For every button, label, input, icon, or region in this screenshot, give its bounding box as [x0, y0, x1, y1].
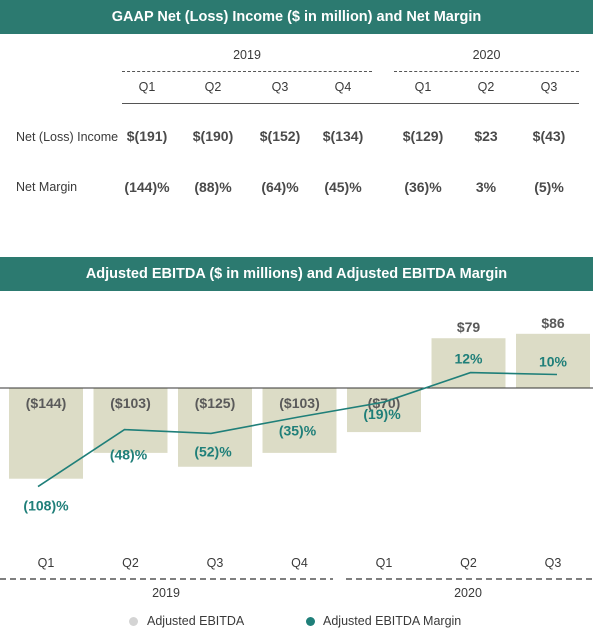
- legend-line-label: Adjusted EBITDA Margin: [323, 614, 462, 628]
- ebitda-bar: [347, 388, 421, 433]
- table-quarter-header: Q4: [334, 80, 352, 94]
- table-cell: (45)%: [324, 179, 362, 195]
- ebitda-chart: ($144) ($103) ($125) ($103) ($70)$79 $86(108)…: [0, 315, 593, 600]
- margin-point-label: (48)%: [110, 447, 148, 463]
- table-cell: $(191): [126, 128, 168, 144]
- row-label-net-margin: Net Margin: [16, 180, 78, 194]
- margin-point-label: (52)%: [194, 443, 232, 459]
- x-tick-label: Q2: [460, 556, 477, 570]
- margin-point-label: (108)%: [23, 498, 69, 514]
- table-cell: (144)%: [124, 179, 170, 195]
- year-label-2020: 2020: [472, 48, 501, 62]
- year-divider-2020: [394, 71, 579, 72]
- x-tick-label: Q1: [376, 556, 393, 570]
- x-tick-label: Q3: [545, 556, 562, 570]
- row-label-net-income: Net (Loss) Income: [16, 130, 119, 144]
- x-tick-label: Q4: [291, 556, 308, 570]
- table-cell: $(134): [322, 128, 364, 144]
- ebitda-bar-label: ($103): [279, 395, 319, 411]
- ebitda-bar: [516, 333, 590, 388]
- ebitda-bar-label: $79: [457, 319, 481, 335]
- legend-line-swatch: [306, 617, 315, 626]
- legend-bar-label: Adjusted EBITDA: [147, 614, 245, 628]
- table-quarter-header: Q3: [271, 80, 289, 94]
- ebitda-bar-label: ($144): [26, 395, 66, 411]
- header-rule: [122, 103, 579, 104]
- x-tick-label: Q3: [207, 556, 224, 570]
- table-cell: $23: [474, 128, 498, 144]
- table-cell: $(152): [259, 128, 301, 144]
- table-cell: $(129): [402, 128, 444, 144]
- ebitda-bar: [262, 388, 337, 453]
- margin-line: [37, 371, 558, 488]
- x-tick-label: Q2: [122, 556, 139, 570]
- ebitda-bar: [431, 338, 506, 388]
- margin-point-label: 12%: [454, 351, 483, 367]
- table-cell: $(43): [532, 128, 566, 144]
- margin-point-label: (19)%: [363, 406, 401, 422]
- ebitda-bar: [9, 388, 83, 479]
- table-quarter-header: Q2: [204, 80, 222, 94]
- year-label-2019: 2019: [152, 586, 180, 600]
- margin-point-label: (35)%: [279, 422, 317, 438]
- table-quarter-header: Q3: [540, 80, 558, 94]
- table-cell: (88)%: [194, 179, 232, 195]
- table-cell: 3%: [475, 179, 497, 195]
- x-tick-label: Q1: [38, 556, 55, 570]
- table-cell: (64)%: [261, 179, 299, 195]
- ebitda-bar-label: $86: [541, 315, 565, 331]
- table-title: GAAP Net (Loss) Income ($ in million) an…: [0, 0, 593, 34]
- year-label-2020: 2020: [454, 586, 482, 600]
- table-cell: (36)%: [404, 179, 442, 195]
- ebitda-bar-label: ($103): [110, 395, 150, 411]
- chart-title: Adjusted EBITDA ($ in millions) and Adju…: [0, 257, 593, 291]
- margin-point-label: 10%: [539, 354, 568, 370]
- year-label-2019: 2019: [233, 48, 261, 62]
- ebitda-bar-label: ($125): [195, 395, 235, 411]
- table-quarter-header: Q1: [414, 80, 432, 94]
- table-quarter-header: Q2: [477, 80, 495, 94]
- year-divider-2019: [122, 71, 372, 72]
- table-quarter-header: Q1: [138, 80, 156, 94]
- legend-bar-swatch: [129, 617, 138, 626]
- table-cell: $(190): [192, 128, 234, 144]
- table-cell: (5)%: [534, 179, 564, 195]
